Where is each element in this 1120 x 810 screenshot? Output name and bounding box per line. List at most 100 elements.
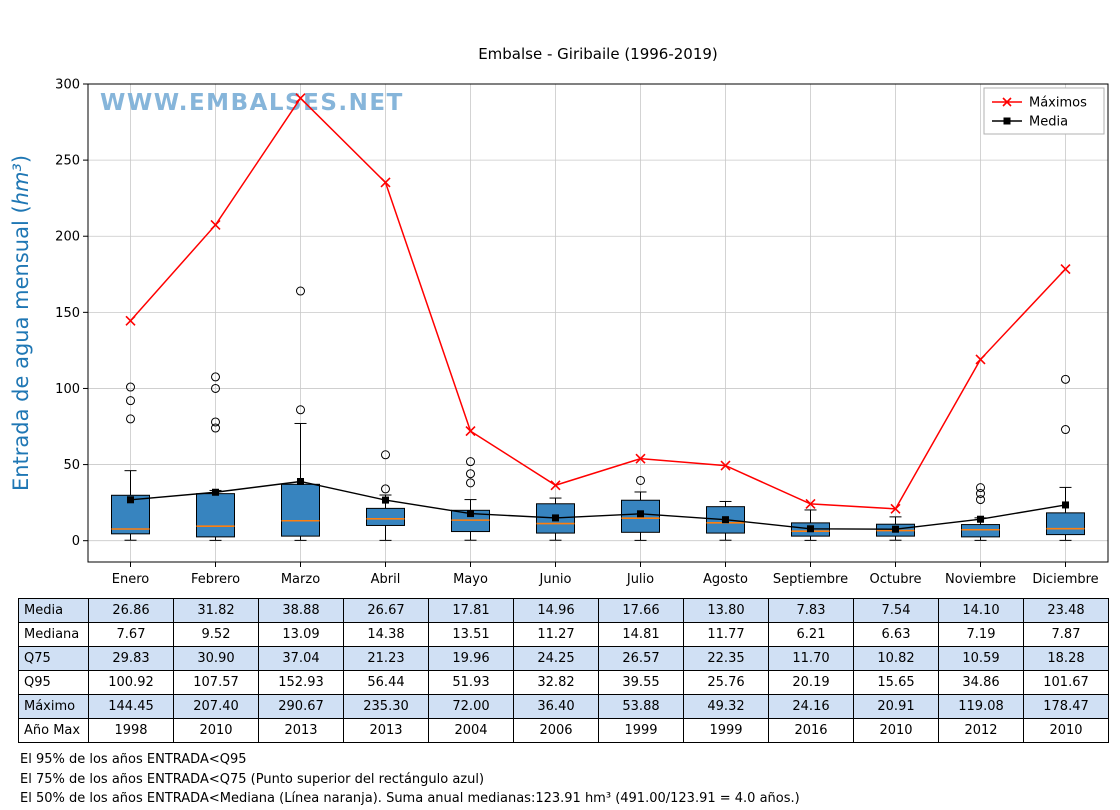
- maximos-line: [125, 93, 1071, 514]
- max-marker: [720, 460, 731, 471]
- table-cell: 24.25: [513, 646, 599, 671]
- svg-text:50: 50: [63, 458, 80, 473]
- footnote-q95: El 95% de los años ENTRADA<Q95: [20, 752, 247, 767]
- table-cell: 36.40: [513, 694, 599, 719]
- table-cell: 6.63: [853, 622, 939, 647]
- table-cell: 2013: [258, 718, 344, 743]
- media-line: [127, 478, 1069, 533]
- table-cell: 1999: [598, 718, 684, 743]
- table-cell: 38.88: [258, 598, 344, 623]
- table-cell: 101.67: [1023, 670, 1109, 695]
- table-cell: 2012: [938, 718, 1024, 743]
- media-marker: [722, 516, 729, 524]
- table-cell: 19.96: [428, 646, 514, 671]
- table-cell: 7.54: [853, 598, 939, 623]
- svg-text:Enero: Enero: [112, 572, 150, 587]
- max-marker: [380, 177, 391, 188]
- table-cell: 72.00: [428, 694, 514, 719]
- footnotes: El 95% de los años ENTRADA<Q95 El 75% de…: [20, 750, 1120, 809]
- svg-text:Diciembre: Diciembre: [1032, 572, 1098, 587]
- table-cell: 178.47: [1023, 694, 1109, 719]
- table-row: Año Max 1998 2010 2013 2013 2004 2006 1999 1999 2…: [18, 718, 1109, 743]
- boxplot-diciembre: [1046, 374, 1085, 541]
- table-cell: 9.52: [173, 622, 259, 647]
- table-row-label: Mediana: [18, 622, 89, 647]
- plot-frame: [87, 83, 1109, 563]
- x-axis: Enero Febrero Marzo Abril Mayo Junio Julio Agos…: [112, 562, 1099, 587]
- table-cell: 21.23: [343, 646, 429, 671]
- y-axis-label: Entrada de agua mensual (hm³): [9, 155, 33, 491]
- media-marker: [212, 488, 219, 496]
- table-cell: 13.09: [258, 622, 344, 647]
- table-cell: 20.91: [853, 694, 939, 719]
- media-marker: [127, 496, 134, 504]
- table-cell: 7.19: [938, 622, 1024, 647]
- svg-text:Marzo: Marzo: [281, 572, 320, 587]
- max-marker: [805, 498, 816, 509]
- table-cell: 26.86: [88, 598, 174, 623]
- media-marker: [297, 478, 304, 486]
- table-cell: 2016: [768, 718, 854, 743]
- table-cell: 10.82: [853, 646, 939, 671]
- table-cell: 152.93: [258, 670, 344, 695]
- svg-text:Octubre: Octubre: [869, 572, 921, 587]
- media-marker: [552, 514, 559, 522]
- svg-text:Agosto: Agosto: [703, 572, 748, 587]
- table-cell: 49.32: [683, 694, 769, 719]
- legend: Máximos Media: [983, 87, 1105, 135]
- table-cell: 7.83: [768, 598, 854, 623]
- table-cell: 2013: [343, 718, 429, 743]
- svg-text:Julio: Julio: [626, 572, 654, 587]
- table-cell: 100.92: [88, 670, 174, 695]
- table-cell: 2004: [428, 718, 514, 743]
- svg-text:Junio: Junio: [539, 572, 572, 587]
- table-cell: 14.81: [598, 622, 684, 647]
- legend-box: [983, 87, 1105, 135]
- svg-text:250: 250: [55, 154, 80, 169]
- boxplot-septiembre: [791, 509, 830, 541]
- table-cell: 2010: [853, 718, 939, 743]
- table-cell: 2006: [513, 718, 599, 743]
- svg-text:Mayo: Mayo: [453, 572, 488, 587]
- table-cell: 144.45: [88, 694, 174, 719]
- watermark: WWW.EMBALSES.NET: [100, 90, 404, 116]
- table-cell: 14.96: [513, 598, 599, 623]
- footnote-q75: El 75% de los años ENTRADA<Q75 (Punto su…: [20, 771, 485, 787]
- table-cell: 56.44: [343, 670, 429, 695]
- table-row: Media 26.86 31.82 38.88 26.67 17.81 14.96 17.66…: [18, 598, 1109, 623]
- chart-canvas: WWW.EMBALSES.NET 0 50 100 150 200 250 300 Enero F…: [9, 45, 1109, 587]
- svg-text:0: 0: [72, 534, 80, 549]
- table-cell: 32.82: [513, 670, 599, 695]
- boxplot-marzo: [281, 286, 320, 541]
- legend-x-icon: [1002, 97, 1012, 107]
- boxplot-agosto: [706, 500, 745, 541]
- table-cell: 13.80: [683, 598, 769, 623]
- table-row-label: Año Max: [18, 718, 89, 743]
- table-row-label: Media: [18, 598, 89, 623]
- table-cell: 119.08: [938, 694, 1024, 719]
- table-cell: 14.10: [938, 598, 1024, 623]
- media-marker: [382, 496, 389, 504]
- svg-text:Septiembre: Septiembre: [773, 572, 848, 587]
- svg-text:100: 100: [55, 382, 80, 397]
- table-cell: 20.19: [768, 670, 854, 695]
- media-marker: [467, 510, 474, 518]
- table-cell: 13.51: [428, 622, 514, 647]
- table-row: Mediana 7.67 9.52 13.09 14.38 13.51 11.27 14.81…: [18, 622, 1109, 647]
- legend-label-maximos: Máximos: [1029, 96, 1087, 111]
- table-cell: 2010: [1023, 718, 1109, 743]
- table-cell: 37.04: [258, 646, 344, 671]
- footnote-mediana: El 50% de los años ENTRADA<Mediana (Líne…: [20, 791, 800, 806]
- svg-text:Noviembre: Noviembre: [945, 572, 1016, 587]
- table-cell: 290.67: [258, 694, 344, 719]
- stats-table-body: Media 26.86 31.82 38.88 26.67 17.81 14.96 17.66…: [18, 598, 1109, 743]
- table-cell: 24.16: [768, 694, 854, 719]
- table-cell: 7.87: [1023, 622, 1109, 647]
- table-cell: 7.67: [88, 622, 174, 647]
- table-cell: 25.76: [683, 670, 769, 695]
- boxplot-febrero: [196, 372, 235, 541]
- grid: [88, 83, 1108, 562]
- media-marker: [977, 515, 984, 523]
- media-marker: [807, 525, 814, 533]
- table-cell: 11.70: [768, 646, 854, 671]
